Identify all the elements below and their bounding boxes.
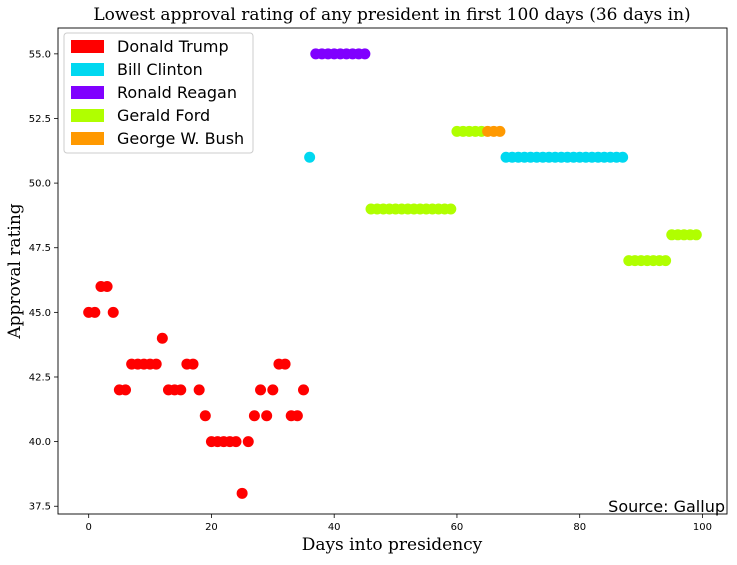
y-tick-label: 40.0 xyxy=(29,437,51,448)
x-axis: 0 20 40 60 80 100 xyxy=(86,514,712,533)
data-points xyxy=(83,48,702,499)
legend-label-ronald-reagan: Ronald Reagan xyxy=(117,83,237,102)
chart-title: Lowest approval rating of any president … xyxy=(93,5,690,25)
point-george-w-bush xyxy=(494,125,506,137)
point-donald-trump xyxy=(242,436,254,448)
point-donald-trump xyxy=(298,384,310,396)
point-gerald-ford xyxy=(690,229,702,241)
legend-label-george-w-bush: George W. Bush xyxy=(117,129,244,148)
legend-label-bill-clinton: Bill Clinton xyxy=(117,60,203,79)
point-donald-trump xyxy=(279,358,291,370)
point-donald-trump xyxy=(187,358,199,370)
point-gerald-ford xyxy=(445,203,457,215)
y-tick-label: 52.5 xyxy=(29,114,51,125)
y-axis-label: Approval rating xyxy=(5,203,25,339)
point-donald-trump xyxy=(248,410,260,422)
point-donald-trump xyxy=(89,306,101,318)
x-tick-label: 20 xyxy=(205,522,218,533)
legend-swatch-ronald-reagan xyxy=(71,86,104,99)
y-tick-label: 50.0 xyxy=(29,179,51,190)
point-donald-trump xyxy=(175,384,187,396)
legend-swatch-donald-trump xyxy=(71,40,104,53)
legend-label-gerald-ford: Gerald Ford xyxy=(117,106,210,125)
y-tick-label: 45.0 xyxy=(29,308,51,319)
legend-swatch-bill-clinton xyxy=(71,63,104,76)
y-tick-label: 37.5 xyxy=(29,502,51,513)
point-donald-trump xyxy=(107,306,119,318)
point-donald-trump xyxy=(236,487,248,499)
y-tick-label: 55.0 xyxy=(29,49,51,60)
point-gerald-ford xyxy=(660,255,672,267)
point-donald-trump xyxy=(267,384,279,396)
legend-swatch-gerald-ford xyxy=(71,109,104,122)
y-tick-label: 42.5 xyxy=(29,372,51,383)
y-tick-label: 47.5 xyxy=(29,243,51,254)
point-ronald-reagan xyxy=(359,48,371,60)
legend-label-donald-trump: Donald Trump xyxy=(117,37,229,56)
point-donald-trump xyxy=(199,410,211,422)
point-donald-trump xyxy=(291,410,303,422)
x-axis-label: Days into presidency xyxy=(302,535,483,555)
legend-swatch-george-w-bush xyxy=(71,132,104,145)
x-tick-label: 40 xyxy=(328,522,341,533)
point-donald-trump xyxy=(150,358,162,370)
point-bill-clinton xyxy=(617,151,629,163)
legend-frame xyxy=(63,32,254,154)
point-donald-trump xyxy=(101,281,113,293)
legend: Donald Trump Bill Clinton Ronald Reagan Ger… xyxy=(63,32,254,154)
point-donald-trump xyxy=(261,410,273,422)
point-donald-trump xyxy=(255,384,267,396)
point-donald-trump xyxy=(193,384,205,396)
x-tick-label: 80 xyxy=(573,522,586,533)
point-donald-trump xyxy=(230,436,242,448)
point-bill-clinton xyxy=(304,151,316,163)
point-donald-trump xyxy=(120,384,132,396)
x-tick-label: 60 xyxy=(451,522,464,533)
y-axis: 37.5 40.0 42.5 45.0 47.5 50.0 52.5 55.0 xyxy=(29,49,58,513)
x-tick-label: 0 xyxy=(86,522,92,533)
point-donald-trump xyxy=(156,332,168,344)
x-tick-label: 100 xyxy=(693,522,712,533)
source-annotation: Source: Gallup xyxy=(608,497,725,516)
